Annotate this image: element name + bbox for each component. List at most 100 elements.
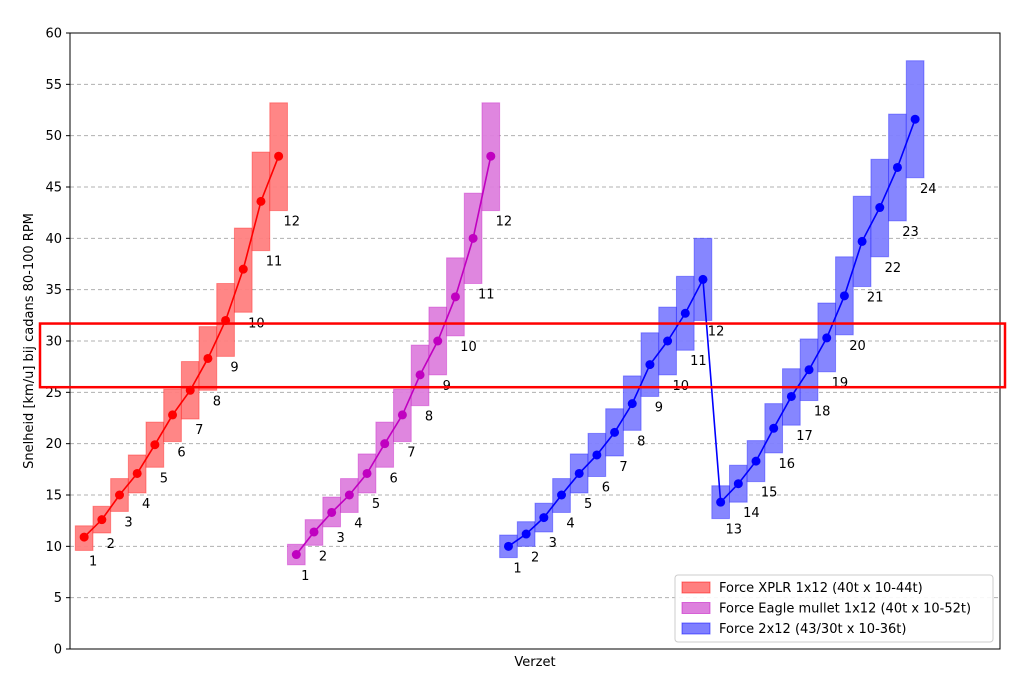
gear-number-label: 3 xyxy=(124,515,132,530)
data-point xyxy=(875,203,885,213)
data-point xyxy=(822,333,832,343)
data-point xyxy=(645,360,655,370)
series-line xyxy=(508,118,916,547)
gear-number-label: 20 xyxy=(849,339,866,354)
y-tick-label: 5 xyxy=(54,591,62,606)
data-point xyxy=(362,468,372,478)
gear-number-label: 5 xyxy=(160,471,168,486)
data-point xyxy=(804,365,814,375)
data-point xyxy=(557,490,567,500)
legend-entry-label: Force 2x12 (43/30t x 10-36t) xyxy=(719,622,906,637)
data-point xyxy=(380,439,390,449)
data-point xyxy=(786,391,796,401)
data-point xyxy=(716,497,726,507)
data-point xyxy=(433,336,443,346)
data-point xyxy=(168,410,178,420)
gear-number-label: 11 xyxy=(478,288,495,303)
y-axis-label: Snelheid [km/u] bij cadans 80-100 RPM xyxy=(22,213,37,469)
legend-swatch xyxy=(681,581,711,594)
data-point xyxy=(132,468,142,478)
gear-number-label: 7 xyxy=(195,423,203,438)
y-tick-label: 35 xyxy=(45,283,62,298)
data-point xyxy=(503,541,513,551)
data-point xyxy=(521,529,531,539)
y-axis-ticks: 0 5 10 15 20 25 30 35 40 45 50 55 60 xyxy=(45,27,70,658)
gear-number-label: 22 xyxy=(885,261,902,276)
data-point xyxy=(610,427,620,437)
gear-number-label: 13 xyxy=(725,523,742,538)
data-point xyxy=(892,162,902,172)
gear-number-label: 15 xyxy=(761,486,778,501)
data-point xyxy=(663,336,673,346)
data-point xyxy=(238,264,248,274)
gear-number-label: 2 xyxy=(531,550,539,565)
gear-number-label: 4 xyxy=(354,516,362,531)
data-point xyxy=(733,479,743,489)
gear-number-label: 5 xyxy=(372,497,380,512)
y-tick-label: 0 xyxy=(54,643,62,658)
gear-number-label: 1 xyxy=(301,569,309,584)
gear-number-label: 12 xyxy=(708,324,725,339)
gear-number-label: 1 xyxy=(89,554,97,569)
data-point xyxy=(291,550,301,560)
gear-number-label: 12 xyxy=(496,215,513,230)
gear-number-label: 1 xyxy=(513,562,521,577)
data-point xyxy=(344,490,354,500)
data-point xyxy=(680,308,690,318)
data-point xyxy=(150,440,160,450)
legend-swatch xyxy=(681,602,711,614)
gear-number-label: 8 xyxy=(637,434,645,449)
data-point xyxy=(857,236,867,246)
data-point xyxy=(397,410,407,420)
gear-number-label: 6 xyxy=(390,471,398,486)
data-point xyxy=(627,399,637,409)
gear-number-label: 24 xyxy=(920,182,937,197)
gear-number-label: 11 xyxy=(266,255,283,270)
gear-number-label: 2 xyxy=(107,537,115,552)
data-point xyxy=(274,151,284,161)
gear-number-label: 7 xyxy=(407,446,415,461)
data-point xyxy=(539,513,549,523)
gear-number-label: 11 xyxy=(690,354,707,369)
gear-number-label: 4 xyxy=(142,497,150,512)
gear-number-label: 12 xyxy=(283,215,300,230)
highlight-band xyxy=(38,322,1007,389)
gear-number-label: 3 xyxy=(337,531,345,546)
gear-number-label: 23 xyxy=(902,225,919,240)
gear-number-label: 21 xyxy=(867,291,884,306)
data-point xyxy=(415,370,425,380)
data-point xyxy=(203,353,213,363)
gear-number-label: 2 xyxy=(319,549,327,564)
y-tick-label: 50 xyxy=(45,129,62,144)
gear-number-label: 16 xyxy=(779,457,796,472)
data-point xyxy=(468,233,478,243)
y-tick-label: 40 xyxy=(45,232,62,247)
legend-swatch xyxy=(681,622,711,635)
gear-number-label: 14 xyxy=(743,506,760,521)
gear-number-label: 10 xyxy=(460,340,477,355)
data-point xyxy=(115,490,125,500)
y-tick-label: 30 xyxy=(45,335,62,350)
data-point xyxy=(592,450,602,460)
gear-number-label: 8 xyxy=(425,410,433,425)
data-point xyxy=(450,292,460,302)
data-point xyxy=(256,196,266,206)
gear-number-label: 7 xyxy=(619,460,627,475)
gear-number-label: 18 xyxy=(814,405,831,420)
gear-number-label: 17 xyxy=(796,429,813,444)
y-tick-label: 20 xyxy=(45,437,62,452)
data-point xyxy=(910,114,920,124)
data-point xyxy=(309,527,319,537)
y-tick-label: 60 xyxy=(45,27,62,42)
gear-number-label: 5 xyxy=(584,497,592,512)
series-line xyxy=(83,155,280,538)
y-tick-label: 55 xyxy=(45,78,62,93)
y-tick-label: 25 xyxy=(45,386,62,401)
data-point xyxy=(486,151,496,161)
gear-number-label: 9 xyxy=(655,400,663,415)
y-tick-label: 10 xyxy=(45,540,62,555)
data-point xyxy=(79,532,89,542)
legend: Force XPLR 1x12 (40t x 10-44t) Force Eagl… xyxy=(674,574,994,643)
gear-number-label: 6 xyxy=(177,446,185,461)
